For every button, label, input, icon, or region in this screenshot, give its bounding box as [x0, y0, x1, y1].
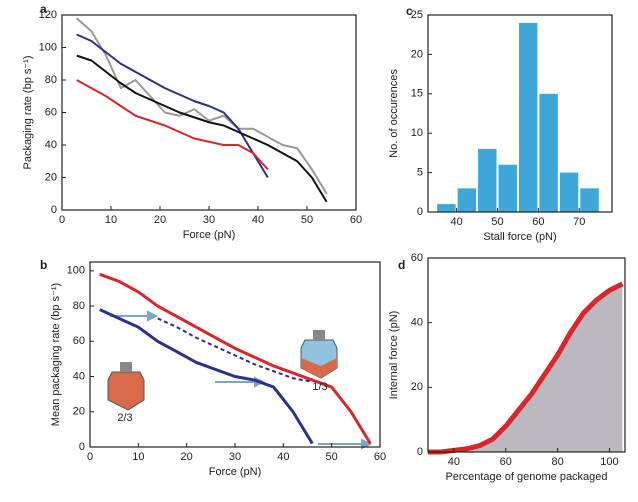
- line: [76, 33, 269, 179]
- y-tick-label: 60: [45, 106, 57, 118]
- bar: [518, 22, 538, 212]
- panel-label: a: [40, 2, 47, 16]
- bar: [539, 93, 558, 212]
- capsid-icon: [107, 362, 145, 411]
- plot-frame: [61, 14, 357, 211]
- y-tick-label: 0: [417, 446, 423, 458]
- x-tick-label: 60: [500, 456, 512, 468]
- y-tick-label: 20: [45, 171, 57, 183]
- x-tick-label: 10: [132, 451, 144, 463]
- bar: [457, 188, 477, 212]
- portal: [313, 330, 325, 340]
- y-tick-label: 20: [411, 381, 423, 393]
- x-tick-label: 40: [252, 214, 264, 226]
- y-tick-label: 20: [73, 406, 85, 418]
- y-tick-label: 20: [411, 48, 423, 60]
- y-tick-label: 0: [51, 204, 57, 216]
- y-tick-label: 80: [45, 74, 57, 86]
- x-tick-label: 40: [450, 216, 462, 228]
- x-tick-label: 30: [203, 214, 215, 226]
- line: [76, 79, 269, 171]
- y-tick-label: 0: [79, 441, 85, 453]
- y-tick-label: 100: [67, 265, 85, 277]
- y-axis-label: Packaging rate (bp s⁻¹): [22, 55, 34, 169]
- arrows: [110, 310, 373, 450]
- y-tick-label: 10: [411, 127, 423, 139]
- annotation: 1/3: [312, 381, 327, 393]
- x-tick-label: 50: [301, 214, 313, 226]
- capsid: [107, 371, 145, 411]
- x-tick-label: 40: [448, 456, 460, 468]
- x-axis-label: Percentage of genome packaged: [445, 471, 607, 483]
- y-axis-label: Mean packaging rate (bp s⁻¹): [50, 283, 62, 426]
- plot-frame: [427, 14, 613, 213]
- x-tick-label: 0: [59, 214, 65, 226]
- y-tick-label: 40: [45, 139, 57, 151]
- x-tick-label: 30: [229, 451, 241, 463]
- dna-fill: [301, 358, 337, 378]
- y-tick-label: 0: [417, 206, 423, 218]
- panel-label: c: [406, 4, 413, 18]
- portal: [120, 362, 132, 372]
- y-tick-label: 60: [73, 335, 85, 347]
- bar: [437, 204, 456, 212]
- x-tick-label: 20: [181, 451, 193, 463]
- x-tick-label: 60: [532, 216, 544, 228]
- x-tick-label: 100: [600, 456, 618, 468]
- y-tick-label: 25: [411, 9, 423, 21]
- y-axis-label: Internal force (pN): [388, 311, 400, 400]
- x-tick-label: 0: [87, 451, 93, 463]
- y-tick-label: 5: [417, 167, 423, 179]
- arrow-head: [147, 310, 159, 322]
- line: [157, 317, 313, 383]
- line: [428, 281, 624, 455]
- y-tick-label: 100: [39, 41, 57, 53]
- y-tick-label: 120: [39, 9, 57, 21]
- area: [428, 283, 623, 452]
- x-axis-label: Force (pN): [209, 466, 262, 478]
- bar: [478, 148, 497, 212]
- x-tick-label: 50: [491, 216, 503, 228]
- y-tick-label: 80: [73, 300, 85, 312]
- line: [99, 272, 372, 445]
- x-tick-label: 60: [374, 451, 386, 463]
- x-tick-label: 50: [326, 451, 338, 463]
- x-tick-label: 10: [105, 214, 117, 226]
- bar: [559, 172, 579, 212]
- annotation: 2/3: [117, 412, 132, 424]
- capsid-icon: [300, 330, 338, 379]
- panel-label: b: [40, 258, 47, 272]
- y-tick-label: 15: [411, 88, 423, 100]
- x-tick-label: 70: [573, 216, 585, 228]
- y-tick-label: 40: [411, 317, 423, 329]
- arrow-head: [361, 438, 373, 450]
- y-tick-label: 40: [73, 370, 85, 382]
- plot-frame: [427, 257, 626, 453]
- x-axis-label: Force (pN): [183, 229, 236, 241]
- line: [76, 17, 328, 195]
- bar: [580, 188, 599, 212]
- x-axis-label: Stall force (pN): [483, 231, 556, 243]
- line: [99, 308, 314, 445]
- bar: [498, 164, 517, 212]
- x-tick-label: 60: [350, 214, 362, 226]
- line: [76, 54, 328, 203]
- x-tick-label: 80: [551, 456, 563, 468]
- y-tick-label: 60: [411, 252, 423, 264]
- x-tick-label: 40: [277, 451, 289, 463]
- x-tick-label: 20: [154, 214, 166, 226]
- panel-label: d: [398, 258, 405, 272]
- y-axis-label: No. of occurences: [388, 69, 400, 158]
